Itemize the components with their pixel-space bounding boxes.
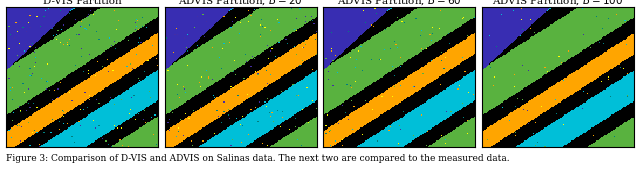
Title: ADVIS Partition, $B = 60$: ADVIS Partition, $B = 60$ (337, 0, 461, 7)
Title: ADVIS Partition, $B = 100$: ADVIS Partition, $B = 100$ (492, 0, 623, 7)
Text: Figure 3: Comparison of D-VIS and ADVIS on Salinas data. The next two are compar: Figure 3: Comparison of D-VIS and ADVIS … (6, 154, 510, 163)
Title: D-VIS Partition: D-VIS Partition (43, 0, 122, 6)
Title: ADVIS Partition, $B = 20$: ADVIS Partition, $B = 20$ (179, 0, 303, 7)
